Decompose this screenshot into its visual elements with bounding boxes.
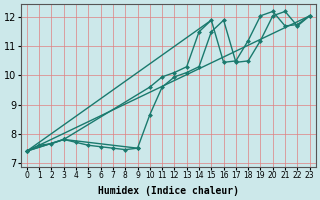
X-axis label: Humidex (Indice chaleur): Humidex (Indice chaleur) <box>98 186 239 196</box>
